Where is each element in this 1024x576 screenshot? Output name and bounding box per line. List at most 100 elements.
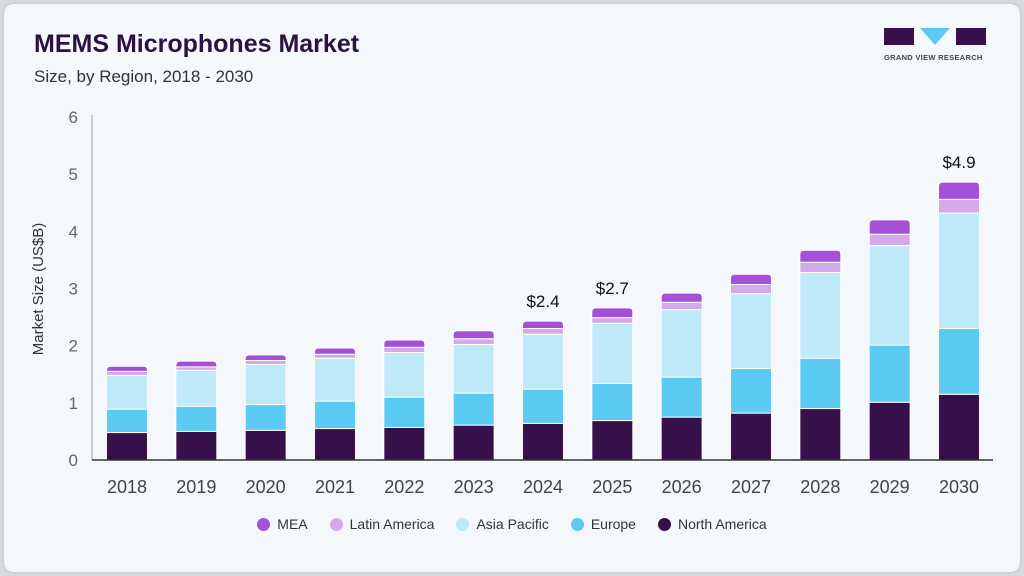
- legend-item[interactable]: MEA: [257, 516, 308, 532]
- bar-segment-latin-america: [868, 233, 911, 247]
- bar-segment-europe: [730, 368, 772, 414]
- bar-segment-europe: [175, 405, 218, 432]
- bar-segment-europe: [106, 408, 148, 434]
- total-value-label: $2.7: [596, 279, 629, 298]
- bar-segment-mea: [730, 273, 772, 285]
- bar-segment-north-america: [660, 416, 703, 461]
- bar-segment-mea: [175, 360, 218, 368]
- bar-segment-europe: [452, 392, 495, 426]
- chart-subtitle: Size, by Region, 2018 - 2030: [34, 67, 254, 86]
- bar-segment-latin-america: [660, 301, 703, 311]
- legend-label: MEA: [277, 516, 308, 532]
- logo-mark-icon: [884, 28, 986, 45]
- bar-segment-asia-pacific: [660, 309, 703, 378]
- bar-segment-mea: [591, 307, 634, 319]
- legend-item[interactable]: Asia Pacific: [456, 516, 549, 532]
- bar-segment-mea: [522, 320, 564, 330]
- chart-title: MEMS Microphones Market: [34, 30, 360, 58]
- bar-segment-latin-america: [799, 261, 842, 273]
- bar-segment-mea: [244, 354, 287, 362]
- x-tick-label: 2023: [454, 477, 494, 497]
- x-tick-label: 2030: [939, 477, 979, 497]
- bar-segment-north-america: [175, 430, 218, 461]
- bar-segment-latin-america: [383, 346, 426, 354]
- bar-segment-latin-america: [591, 317, 634, 324]
- bar-segment-europe: [314, 400, 356, 430]
- y-tick-label: 1: [69, 394, 78, 413]
- legend-dot-icon: [329, 517, 343, 531]
- y-tick-label: 4: [69, 222, 78, 241]
- bar-segment-latin-america: [730, 283, 772, 295]
- y-tick-label: 6: [69, 108, 78, 127]
- legend-label: Europe: [590, 516, 636, 532]
- y-tick-label: 0: [69, 451, 78, 470]
- bar-segment-europe: [383, 396, 426, 428]
- y-axis-label: Market Size (US$B): [30, 223, 47, 356]
- legend: MEA Latin America Asia Pacific Europe North …: [0, 516, 1024, 532]
- x-tick-label: 2025: [592, 477, 632, 497]
- bar-segment-asia-pacific: [314, 357, 356, 402]
- x-tick-label: 2020: [246, 477, 286, 497]
- bar-segment-europe: [244, 404, 287, 431]
- x-tick-label: 2018: [107, 477, 147, 497]
- bar-segment-mea: [314, 347, 356, 355]
- legend-item[interactable]: North America: [657, 516, 767, 532]
- x-tick-label: 2028: [800, 477, 840, 497]
- bar-segment-mea: [868, 219, 911, 235]
- bar-segment-asia-pacific: [799, 271, 842, 359]
- bar-segment-north-america: [522, 422, 564, 461]
- bar-segment-europe: [522, 388, 564, 424]
- x-tick-label: 2019: [176, 477, 216, 497]
- bar-segment-north-america: [591, 420, 634, 461]
- bar-segment-mea: [106, 365, 148, 372]
- legend-dot-icon: [257, 517, 271, 531]
- legend-item[interactable]: Europe: [570, 516, 636, 532]
- bar-segment-latin-america: [938, 198, 980, 214]
- bar-segment-asia-pacific: [452, 344, 495, 394]
- bar-segment-asia-pacific: [175, 369, 218, 407]
- grand-view-research-logo: GRAND VIEW RESEARCH: [884, 28, 986, 62]
- bar-segment-mea: [660, 292, 703, 303]
- bar-segment-north-america: [868, 401, 911, 461]
- bar-segment-latin-america: [106, 370, 148, 376]
- legend-dot-icon: [456, 517, 470, 531]
- total-value-label: $4.9: [942, 153, 975, 172]
- bar-segment-europe: [799, 357, 842, 410]
- bar-segment-latin-america: [244, 360, 287, 366]
- bar-segment-asia-pacific: [106, 374, 148, 410]
- bar-segment-asia-pacific: [938, 212, 980, 330]
- x-tick-label: 2029: [870, 477, 910, 497]
- legend-item[interactable]: Latin America: [329, 516, 435, 532]
- y-tick-label: 5: [69, 165, 78, 184]
- bar-segment-north-america: [938, 393, 980, 461]
- bar-segment-asia-pacific: [868, 245, 911, 346]
- legend-label: Asia Pacific: [476, 516, 549, 532]
- bar-segment-mea: [938, 181, 980, 200]
- bar-segment-north-america: [106, 432, 148, 461]
- bar-segment-europe: [660, 376, 703, 418]
- x-tick-label: 2024: [523, 477, 563, 497]
- bar-segment-asia-pacific: [383, 352, 426, 398]
- bar-segment-asia-pacific: [591, 322, 634, 384]
- bar-segment-asia-pacific: [730, 293, 772, 370]
- x-tick-label: 2021: [315, 477, 355, 497]
- legend-label: North America: [677, 516, 767, 532]
- bar-segment-north-america: [383, 426, 426, 461]
- bar-segment-latin-america: [314, 353, 356, 359]
- legend-label: Latin America: [349, 516, 435, 532]
- y-tick-label: 3: [69, 280, 78, 299]
- total-value-label: $2.4: [526, 292, 559, 311]
- bar-segment-mea: [799, 249, 842, 263]
- bar-segment-europe: [868, 344, 911, 403]
- legend-dot-icon: [570, 517, 584, 531]
- bar-segment-latin-america: [175, 366, 218, 371]
- bar-segment-north-america: [244, 429, 287, 461]
- bar-segment-latin-america: [522, 328, 564, 335]
- bar-segment-north-america: [799, 408, 842, 461]
- x-tick-label: 2027: [731, 477, 771, 497]
- bar-segment-latin-america: [452, 338, 495, 346]
- x-tick-label: 2022: [384, 477, 424, 497]
- bar-segment-north-america: [452, 424, 495, 461]
